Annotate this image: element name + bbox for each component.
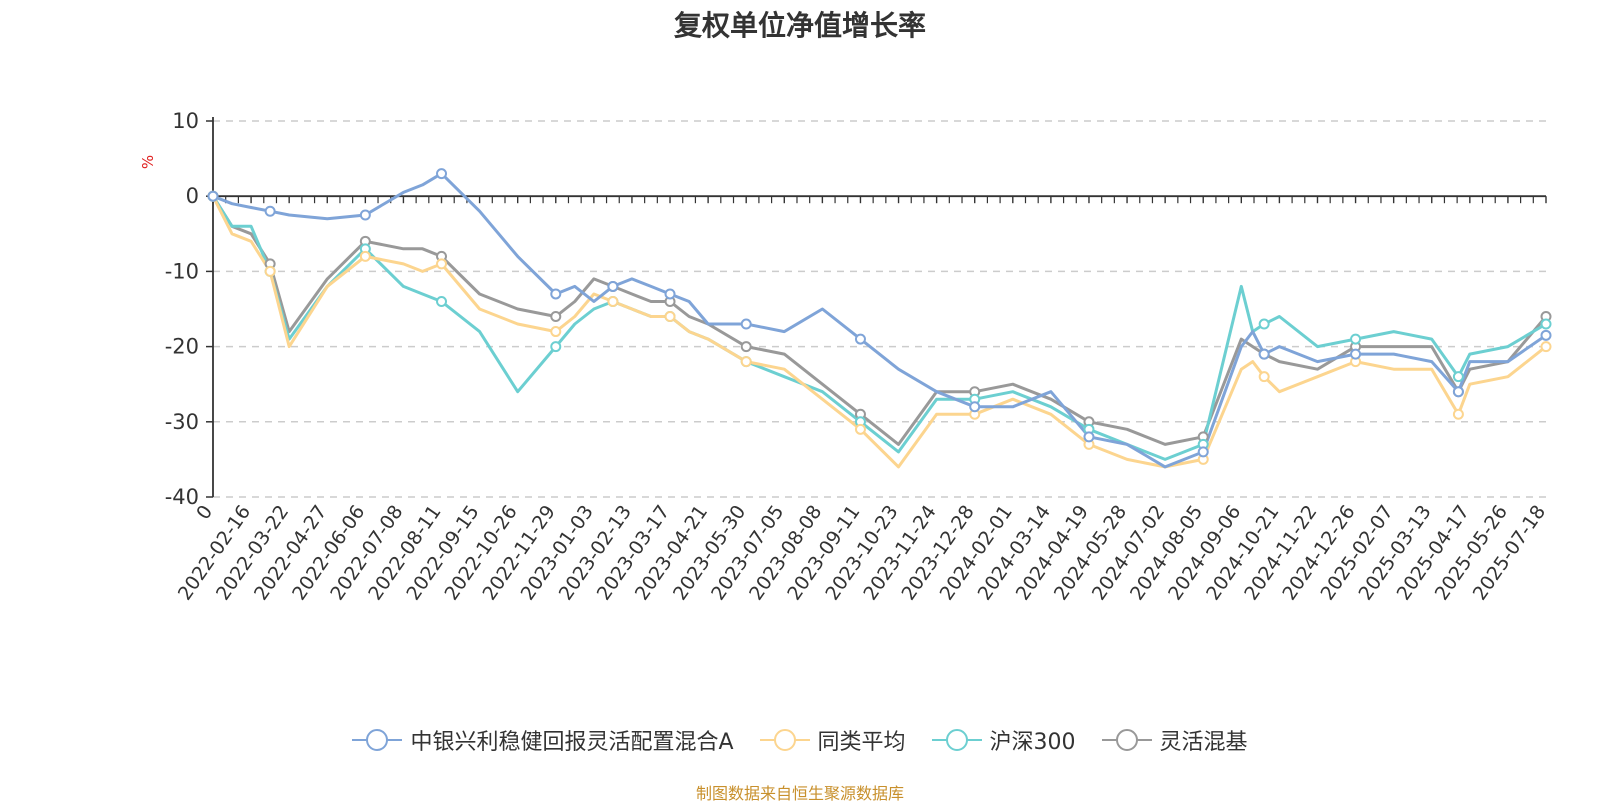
data-point <box>1452 386 1464 398</box>
source-note: 制图数据来自恒生聚源数据库 <box>695 784 904 803</box>
series-line <box>211 195 1548 446</box>
line-chart: 100-10-20-30-4002022-02-162022-03-222022… <box>139 109 1552 604</box>
y-tick-label: 10 <box>172 109 199 133</box>
data-point <box>359 250 371 262</box>
legend-label: 灵活混基 <box>1159 730 1248 755</box>
data-point <box>207 190 219 202</box>
data-point <box>1350 348 1362 360</box>
data-point <box>264 205 276 217</box>
data-point <box>1540 329 1552 341</box>
data-point <box>550 326 562 338</box>
legend-item[interactable]: 中银兴利稳健回报灵活配置混合A <box>352 724 734 756</box>
data-point <box>436 258 448 270</box>
legend-swatch-icon <box>759 729 810 751</box>
data-point <box>740 318 752 330</box>
grid-lines <box>213 120 1546 498</box>
data-point <box>359 209 371 221</box>
data-point <box>607 280 619 292</box>
legend-swatch-icon <box>1101 729 1152 751</box>
data-point <box>264 265 276 277</box>
data-point <box>854 423 866 435</box>
data-point <box>969 401 981 413</box>
data-point <box>1452 371 1464 383</box>
data-point <box>1350 333 1362 345</box>
data-point <box>1258 371 1270 383</box>
data-point <box>1258 348 1270 360</box>
legend-item[interactable]: 沪深300 <box>931 724 1076 756</box>
data-point <box>1540 341 1552 353</box>
data-point <box>1258 318 1270 330</box>
y-axis-unit-label: % <box>139 155 157 169</box>
data-point <box>1452 408 1464 420</box>
data-point <box>740 356 752 368</box>
data-point <box>740 341 752 353</box>
data-point <box>1083 431 1095 443</box>
data-point <box>607 295 619 307</box>
legend-label: 沪深300 <box>989 730 1076 755</box>
legend-swatch-icon <box>352 729 403 751</box>
series-line <box>212 172 1547 469</box>
data-point <box>550 288 562 300</box>
data-point <box>1540 318 1552 330</box>
legend-label: 同类平均 <box>817 730 906 755</box>
data-point <box>436 168 448 180</box>
data-point <box>854 333 866 345</box>
data-point <box>1197 446 1209 458</box>
chart-title: 复权单位净值增长率 <box>673 9 926 42</box>
data-point <box>664 288 676 300</box>
data-point <box>664 311 676 323</box>
legend-item[interactable]: 同类平均 <box>759 724 906 756</box>
legend-swatch-icon <box>931 729 982 751</box>
legend-label: 中银兴利稳健回报灵活配置混合A <box>410 730 734 755</box>
series-markers <box>207 168 1552 465</box>
y-tick-label: 0 <box>186 184 199 208</box>
y-tick-label: -10 <box>165 259 199 283</box>
series-lines <box>211 172 1548 469</box>
data-point <box>550 341 562 353</box>
data-point <box>436 295 448 307</box>
chart-legend: 中银兴利稳健回报灵活配置混合A 同类平均 沪深300 灵活混基 <box>0 724 1600 756</box>
data-point <box>550 311 562 323</box>
y-tick-label: -40 <box>165 485 199 509</box>
x-tick-label: 0 <box>192 501 217 524</box>
series-line <box>211 195 1547 461</box>
series-line <box>211 195 1547 469</box>
y-tick-label: -20 <box>165 335 199 359</box>
legend-item[interactable]: 灵活混基 <box>1101 724 1248 756</box>
y-tick-label: -30 <box>165 410 199 434</box>
